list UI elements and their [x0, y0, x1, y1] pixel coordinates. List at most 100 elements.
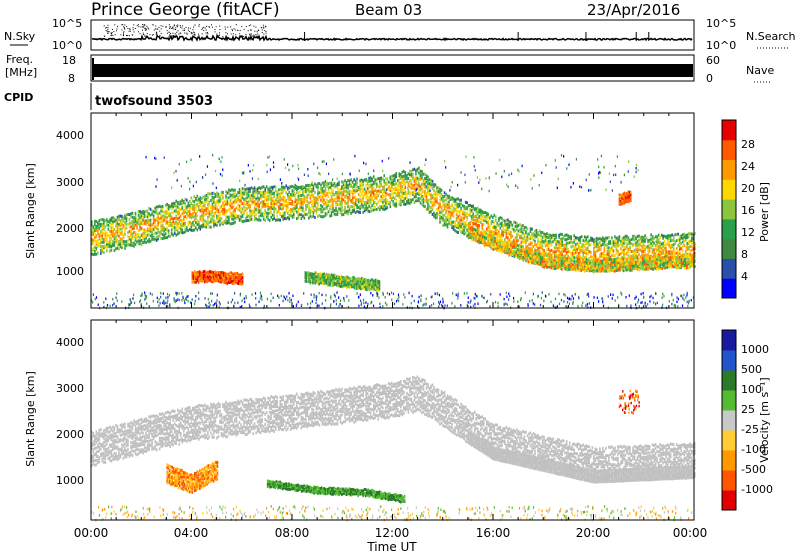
power-cell — [267, 211, 269, 215]
power-cell — [490, 220, 493, 224]
power-cell — [338, 199, 340, 203]
power-cell — [256, 210, 259, 214]
power-cell — [354, 196, 357, 200]
power-cell — [353, 196, 355, 200]
power-cell — [651, 251, 654, 255]
power-cell — [122, 239, 125, 243]
power-cell — [204, 277, 206, 281]
power-cell — [481, 241, 484, 245]
power-cell — [157, 212, 159, 216]
power-cell — [134, 242, 137, 246]
power-cell — [320, 183, 322, 187]
power-cell — [213, 207, 215, 211]
power-cell — [626, 249, 628, 253]
power-cell — [579, 236, 582, 240]
power-cell — [241, 279, 244, 283]
power-cell — [617, 249, 619, 253]
power-cell — [185, 216, 188, 220]
power-cell — [559, 252, 562, 256]
power-cell — [94, 236, 96, 240]
power-cell — [519, 223, 521, 227]
power-cell — [570, 235, 572, 239]
power-cell — [234, 201, 236, 205]
power-cell — [267, 207, 269, 211]
nsky-dot — [254, 35, 256, 37]
power-cell — [185, 228, 188, 232]
power-cell — [561, 253, 563, 257]
nsearch-tick-bottom: 10^0 — [706, 39, 736, 52]
power-cell — [175, 220, 178, 224]
power-cell — [469, 220, 471, 224]
power-cell — [504, 247, 507, 251]
power-cell — [504, 229, 506, 233]
power-cell — [243, 197, 245, 201]
power-cell — [109, 240, 111, 244]
power-cell — [205, 197, 208, 201]
power-cell — [247, 187, 250, 191]
power-cell — [357, 187, 360, 191]
power-cell — [582, 263, 584, 267]
power-cell — [540, 246, 542, 250]
power-cell — [187, 201, 190, 205]
power-cell — [261, 200, 263, 204]
power-cell — [449, 196, 452, 200]
power-cell — [384, 176, 387, 180]
power-cell — [100, 241, 102, 245]
power-cell — [463, 213, 465, 217]
power-cell — [228, 208, 230, 212]
power-cell — [383, 181, 386, 185]
power-cell — [510, 240, 512, 244]
power-cell — [592, 270, 595, 274]
power-cell — [668, 234, 670, 238]
power-cell — [627, 260, 630, 264]
power-cell — [179, 230, 182, 234]
power-cell — [445, 192, 447, 196]
power-cell — [194, 280, 196, 284]
power-cell — [677, 261, 679, 265]
power-cell — [434, 183, 437, 187]
power-cell — [427, 207, 429, 211]
power-cell — [488, 237, 491, 241]
power-cell — [561, 243, 563, 247]
power-cell — [622, 264, 625, 268]
power-cell — [487, 229, 490, 233]
power-cell — [386, 177, 389, 181]
power-cell — [407, 181, 410, 185]
power-cell — [635, 254, 637, 258]
power-cell — [294, 192, 297, 196]
power-cell — [148, 232, 150, 236]
power-cell — [196, 271, 199, 275]
power-cell — [164, 227, 167, 231]
power-cell — [466, 217, 468, 221]
power-cell — [371, 204, 373, 208]
power-cell — [220, 197, 223, 201]
power-cell — [677, 263, 679, 267]
power-cell — [253, 211, 256, 215]
power-cell — [110, 244, 113, 248]
power-cell — [413, 195, 416, 199]
power-cell — [175, 214, 178, 218]
power-cell — [407, 176, 410, 180]
power-cell — [525, 230, 527, 234]
power-cell — [478, 210, 481, 214]
power-cell — [279, 195, 282, 199]
power-cell — [562, 259, 565, 263]
power-cell — [332, 203, 334, 207]
nsky-dot — [123, 33, 125, 35]
power-cell — [208, 209, 211, 213]
power-cell — [538, 246, 541, 250]
power-cell — [386, 180, 389, 184]
power-cell — [124, 240, 126, 244]
power-cell — [299, 190, 301, 194]
power-cell — [621, 244, 624, 248]
power-cell — [418, 181, 420, 185]
power-cell — [389, 177, 392, 181]
power-cell — [651, 243, 654, 247]
power-cell — [192, 215, 194, 219]
power-cell — [418, 190, 420, 194]
power-cell — [285, 206, 288, 210]
power-cell — [167, 220, 170, 224]
power-cell — [535, 244, 538, 248]
power-cell — [546, 248, 548, 252]
power-cell — [215, 274, 217, 278]
